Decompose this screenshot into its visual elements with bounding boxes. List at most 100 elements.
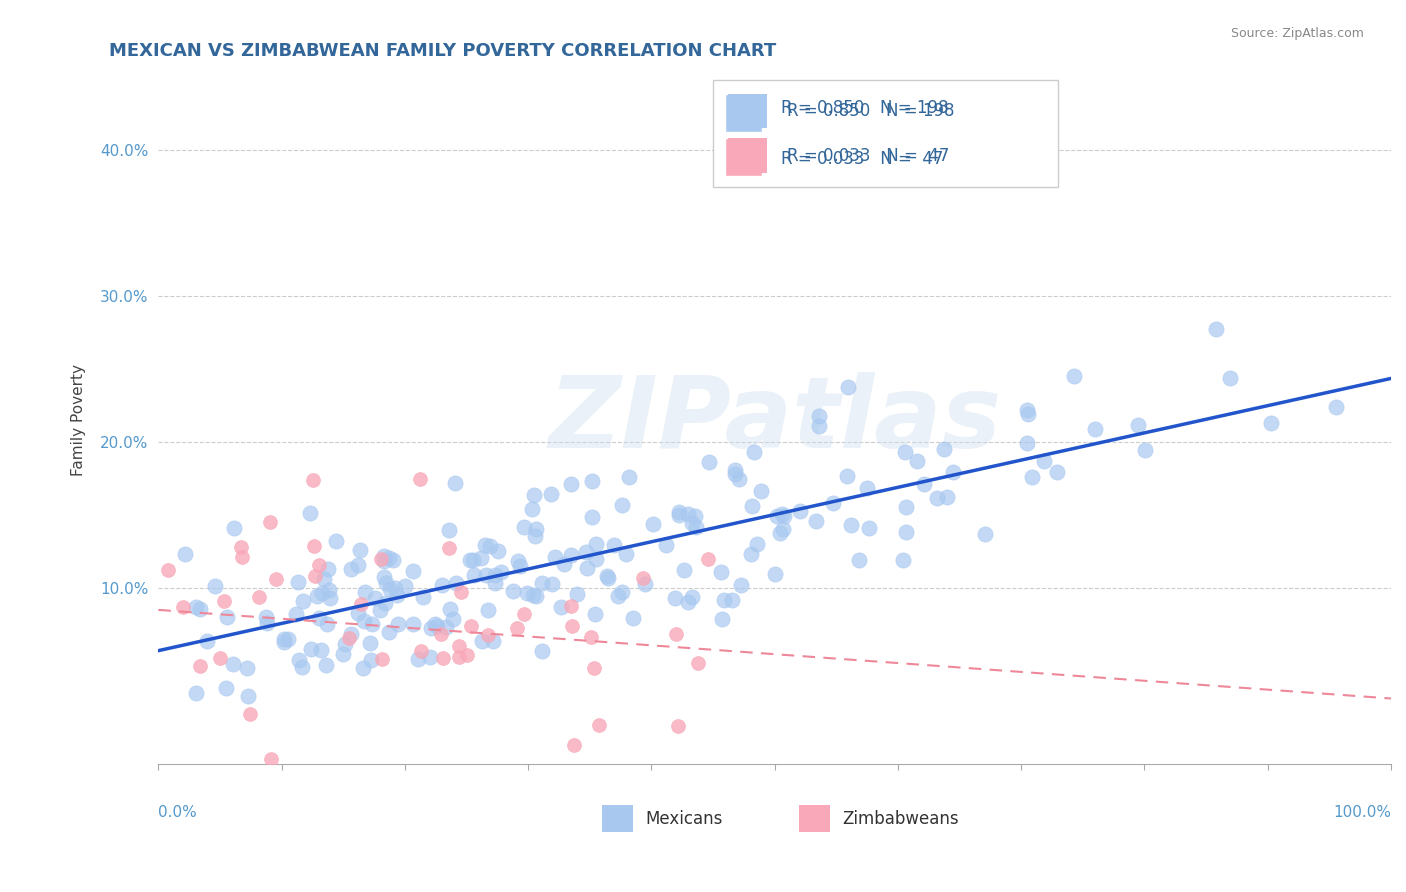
Point [1017,408,1039,422]
Point [512,607,534,622]
Point [891,553,914,567]
Point [655,538,678,552]
Point [212,593,235,607]
Point [1021,470,1043,484]
Point [359,636,381,650]
Point [610,585,633,599]
Point [463,568,485,582]
Point [288,653,311,667]
Point [239,706,262,721]
Point [298,506,321,520]
Point [291,659,314,673]
Point [301,473,323,487]
Point [614,547,637,561]
Text: 100.0%: 100.0% [1333,805,1391,820]
Point [678,507,700,521]
Point [302,539,325,553]
Point [835,469,858,483]
Text: ZIPatlas: ZIPatlas [548,372,1001,468]
Point [579,630,602,644]
Point [617,469,640,483]
Point [974,526,997,541]
Point [540,487,562,501]
Point [229,540,252,554]
Point [254,610,277,624]
Point [769,525,792,540]
Point [477,628,499,642]
Point [215,681,238,695]
Bar [713,80,1059,186]
Point [475,568,498,582]
Point [585,537,607,551]
Point [894,524,917,539]
Bar [602,805,633,832]
Point [932,442,955,457]
Point [506,621,529,635]
Point [439,523,461,537]
Text: R = 0.033   N =  47: R = 0.033 N = 47 [780,150,943,168]
Point [374,575,396,590]
Point [449,650,471,665]
Text: R = 0.850   N = 198: R = 0.850 N = 198 [780,98,948,117]
Point [260,752,283,766]
Point [172,599,194,614]
Point [373,570,395,584]
Point [236,661,259,675]
Point [720,593,742,607]
Point [596,569,619,583]
Text: R = 0.033   N =  47: R = 0.033 N = 47 [787,146,949,165]
Point [804,514,827,528]
Point [666,719,689,733]
Point [858,521,880,535]
Point [209,650,232,665]
Point [713,593,735,607]
Point [273,635,295,649]
Point [565,587,588,601]
Point [264,572,287,586]
Point [217,610,239,624]
Bar [800,805,830,832]
Point [337,631,360,645]
Point [374,596,396,610]
Point [231,549,253,564]
Point [1084,422,1107,436]
Point [561,619,583,633]
Point [347,606,370,620]
Point [560,549,582,563]
Point [585,552,607,566]
Point [204,579,226,593]
Bar [725,94,762,131]
Point [311,642,333,657]
Point [668,505,690,519]
Point [697,454,720,468]
Text: Mexicans: Mexicans [645,810,723,828]
Point [305,590,328,604]
Point [484,576,506,591]
Point [1324,400,1347,414]
Point [184,686,207,700]
Point [456,648,478,663]
Point [724,462,747,476]
Point [763,566,786,581]
Point [340,627,363,641]
Point [506,554,529,568]
Point [1260,416,1282,430]
Point [222,521,245,535]
Bar [728,94,768,128]
Point [1133,443,1156,458]
Point [550,600,572,615]
Point [1015,403,1038,417]
Point [319,591,342,606]
Point [1017,435,1039,450]
Point [531,644,554,658]
Point [508,559,530,574]
Point [513,520,536,534]
Point [523,488,546,502]
Point [770,508,793,522]
Point [273,632,295,647]
Point [471,633,494,648]
Point [259,516,281,530]
Point [524,589,547,603]
Point [772,522,794,536]
Point [665,627,688,641]
